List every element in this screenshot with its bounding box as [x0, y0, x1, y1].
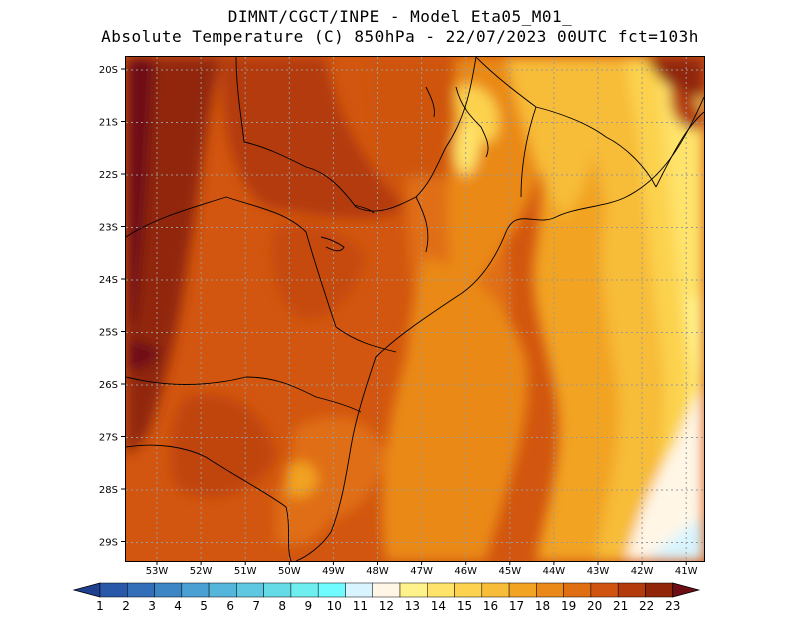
- coastline: [295, 96, 704, 561]
- lat-label: 24S: [99, 275, 118, 286]
- colorbar-swatch: [645, 582, 673, 598]
- colorbar-swatch: [481, 582, 510, 598]
- reservoir: [353, 204, 375, 214]
- colorbar: 1 2 3 4 5 6 7 8 9 10 11 12 13 14 15 16 17 18 19 20 21 22 23: [72, 582, 701, 613]
- lat-label: 25S: [99, 328, 118, 339]
- colorbar-label: 8: [278, 599, 286, 613]
- lon-label: 49W: [322, 566, 345, 577]
- lon-label: 46W: [454, 566, 477, 577]
- temperature-map: [125, 56, 705, 562]
- colorbar-swatch: [290, 582, 319, 598]
- lon-label: 42W: [631, 566, 654, 577]
- lon-label: 45W: [498, 566, 521, 577]
- colorbar-swatch: [372, 582, 401, 598]
- state-border: [126, 444, 292, 561]
- lon-label: 43W: [587, 566, 610, 577]
- colorbar-swatch: [345, 582, 373, 598]
- colorbar-label: 12: [379, 599, 394, 613]
- colorbar-label: 16: [483, 599, 498, 613]
- colorbar-swatch: [154, 582, 183, 598]
- colorbar-label: 3: [148, 599, 156, 613]
- colorbar-label: 23: [665, 599, 680, 613]
- colorbar-swatch: [399, 582, 428, 598]
- state-border: [415, 196, 429, 253]
- reservoir: [320, 236, 345, 252]
- colorbar-swatch: [508, 582, 537, 598]
- colorbar-swatch: [181, 582, 210, 598]
- state-border: [235, 57, 477, 212]
- colorbar-swatch: [317, 582, 346, 598]
- lat-label: 23S: [99, 223, 118, 234]
- colorbar-swatch: [208, 582, 237, 598]
- colorbar-swatch: [617, 582, 646, 598]
- map-title-line-2: Absolute Temperature (C) 850hPa - 22/07/…: [101, 27, 699, 46]
- lat-label: 20S: [99, 65, 118, 76]
- temperature-field: [126, 57, 704, 561]
- state-border: [655, 111, 704, 188]
- longitude-labels: 53W 52W 51W 50W 49W 48W 47W 46W 45W 44W 43W 42W 41W: [146, 561, 698, 577]
- reservoir: [425, 86, 435, 118]
- lat-label: 29S: [99, 538, 118, 549]
- lon-label: 48W: [366, 566, 389, 577]
- state-border: [126, 376, 362, 413]
- colorbar-swatch: [127, 582, 155, 598]
- lat-label: 27S: [99, 433, 118, 444]
- lat-label: 28S: [99, 485, 118, 496]
- colorbar-label: 11: [353, 599, 368, 613]
- colorbar-swatch: [263, 582, 292, 598]
- map-title-line-1: DIMNT/CGCT/INPE - Model Eta05_M01_: [227, 7, 573, 26]
- lon-label: 53W: [146, 566, 169, 577]
- colorbar-label: 20: [587, 599, 602, 613]
- reservoir: [455, 86, 489, 158]
- colorbar-swatch: [536, 582, 564, 598]
- latitude-labels: 20S 21S 22S 23S 24S 25S 26S 27S 28S 29S: [99, 65, 125, 549]
- lon-label: 44W: [543, 566, 566, 577]
- lon-label: 41W: [675, 566, 698, 577]
- colorbar-label: 19: [561, 599, 576, 613]
- state-border: [475, 57, 657, 188]
- colorbar-label: 7: [252, 599, 260, 613]
- colorbar-label: 2: [122, 599, 130, 613]
- colorbar-arrow-high: [672, 582, 701, 598]
- colorbar-label: 9: [304, 599, 312, 613]
- colorbar-label: 10: [327, 599, 342, 613]
- colorbar-label: 15: [457, 599, 472, 613]
- colorbar-label: 21: [613, 599, 628, 613]
- colorbar-swatch: [427, 582, 455, 598]
- lat-label: 26S: [99, 380, 118, 391]
- lat-lon-grid: [126, 57, 704, 561]
- lat-label: 21S: [99, 118, 118, 129]
- lon-label: 51W: [234, 566, 257, 577]
- colorbar-label: 14: [431, 599, 446, 613]
- colorbar-swatch: [590, 582, 619, 598]
- colorbar-swatch: [236, 582, 264, 598]
- colorbar-label: 17: [509, 599, 524, 613]
- coastline-and-borders: [126, 57, 704, 561]
- colorbar-label: 4: [174, 599, 182, 613]
- colorbar-label: 5: [200, 599, 208, 613]
- lon-label: 47W: [410, 566, 433, 577]
- state-border: [126, 196, 337, 328]
- lat-label: 22S: [99, 170, 118, 181]
- lon-label: 50W: [278, 566, 301, 577]
- state-border: [520, 106, 537, 198]
- state-border: [335, 326, 397, 353]
- colorbar-swatch: [454, 582, 483, 598]
- colorbar-swatch: [563, 582, 592, 598]
- colorbar-label: 13: [405, 599, 420, 613]
- colorbar-label: 1: [96, 599, 104, 613]
- colorbar-label: 6: [226, 599, 234, 613]
- lon-label: 52W: [190, 566, 213, 577]
- colorbar-label: 22: [639, 599, 654, 613]
- colorbar-arrow-low: [72, 582, 101, 598]
- colorbar-label: 18: [535, 599, 550, 613]
- temperature-shading: [126, 57, 704, 561]
- colorbar-swatch: [99, 582, 128, 598]
